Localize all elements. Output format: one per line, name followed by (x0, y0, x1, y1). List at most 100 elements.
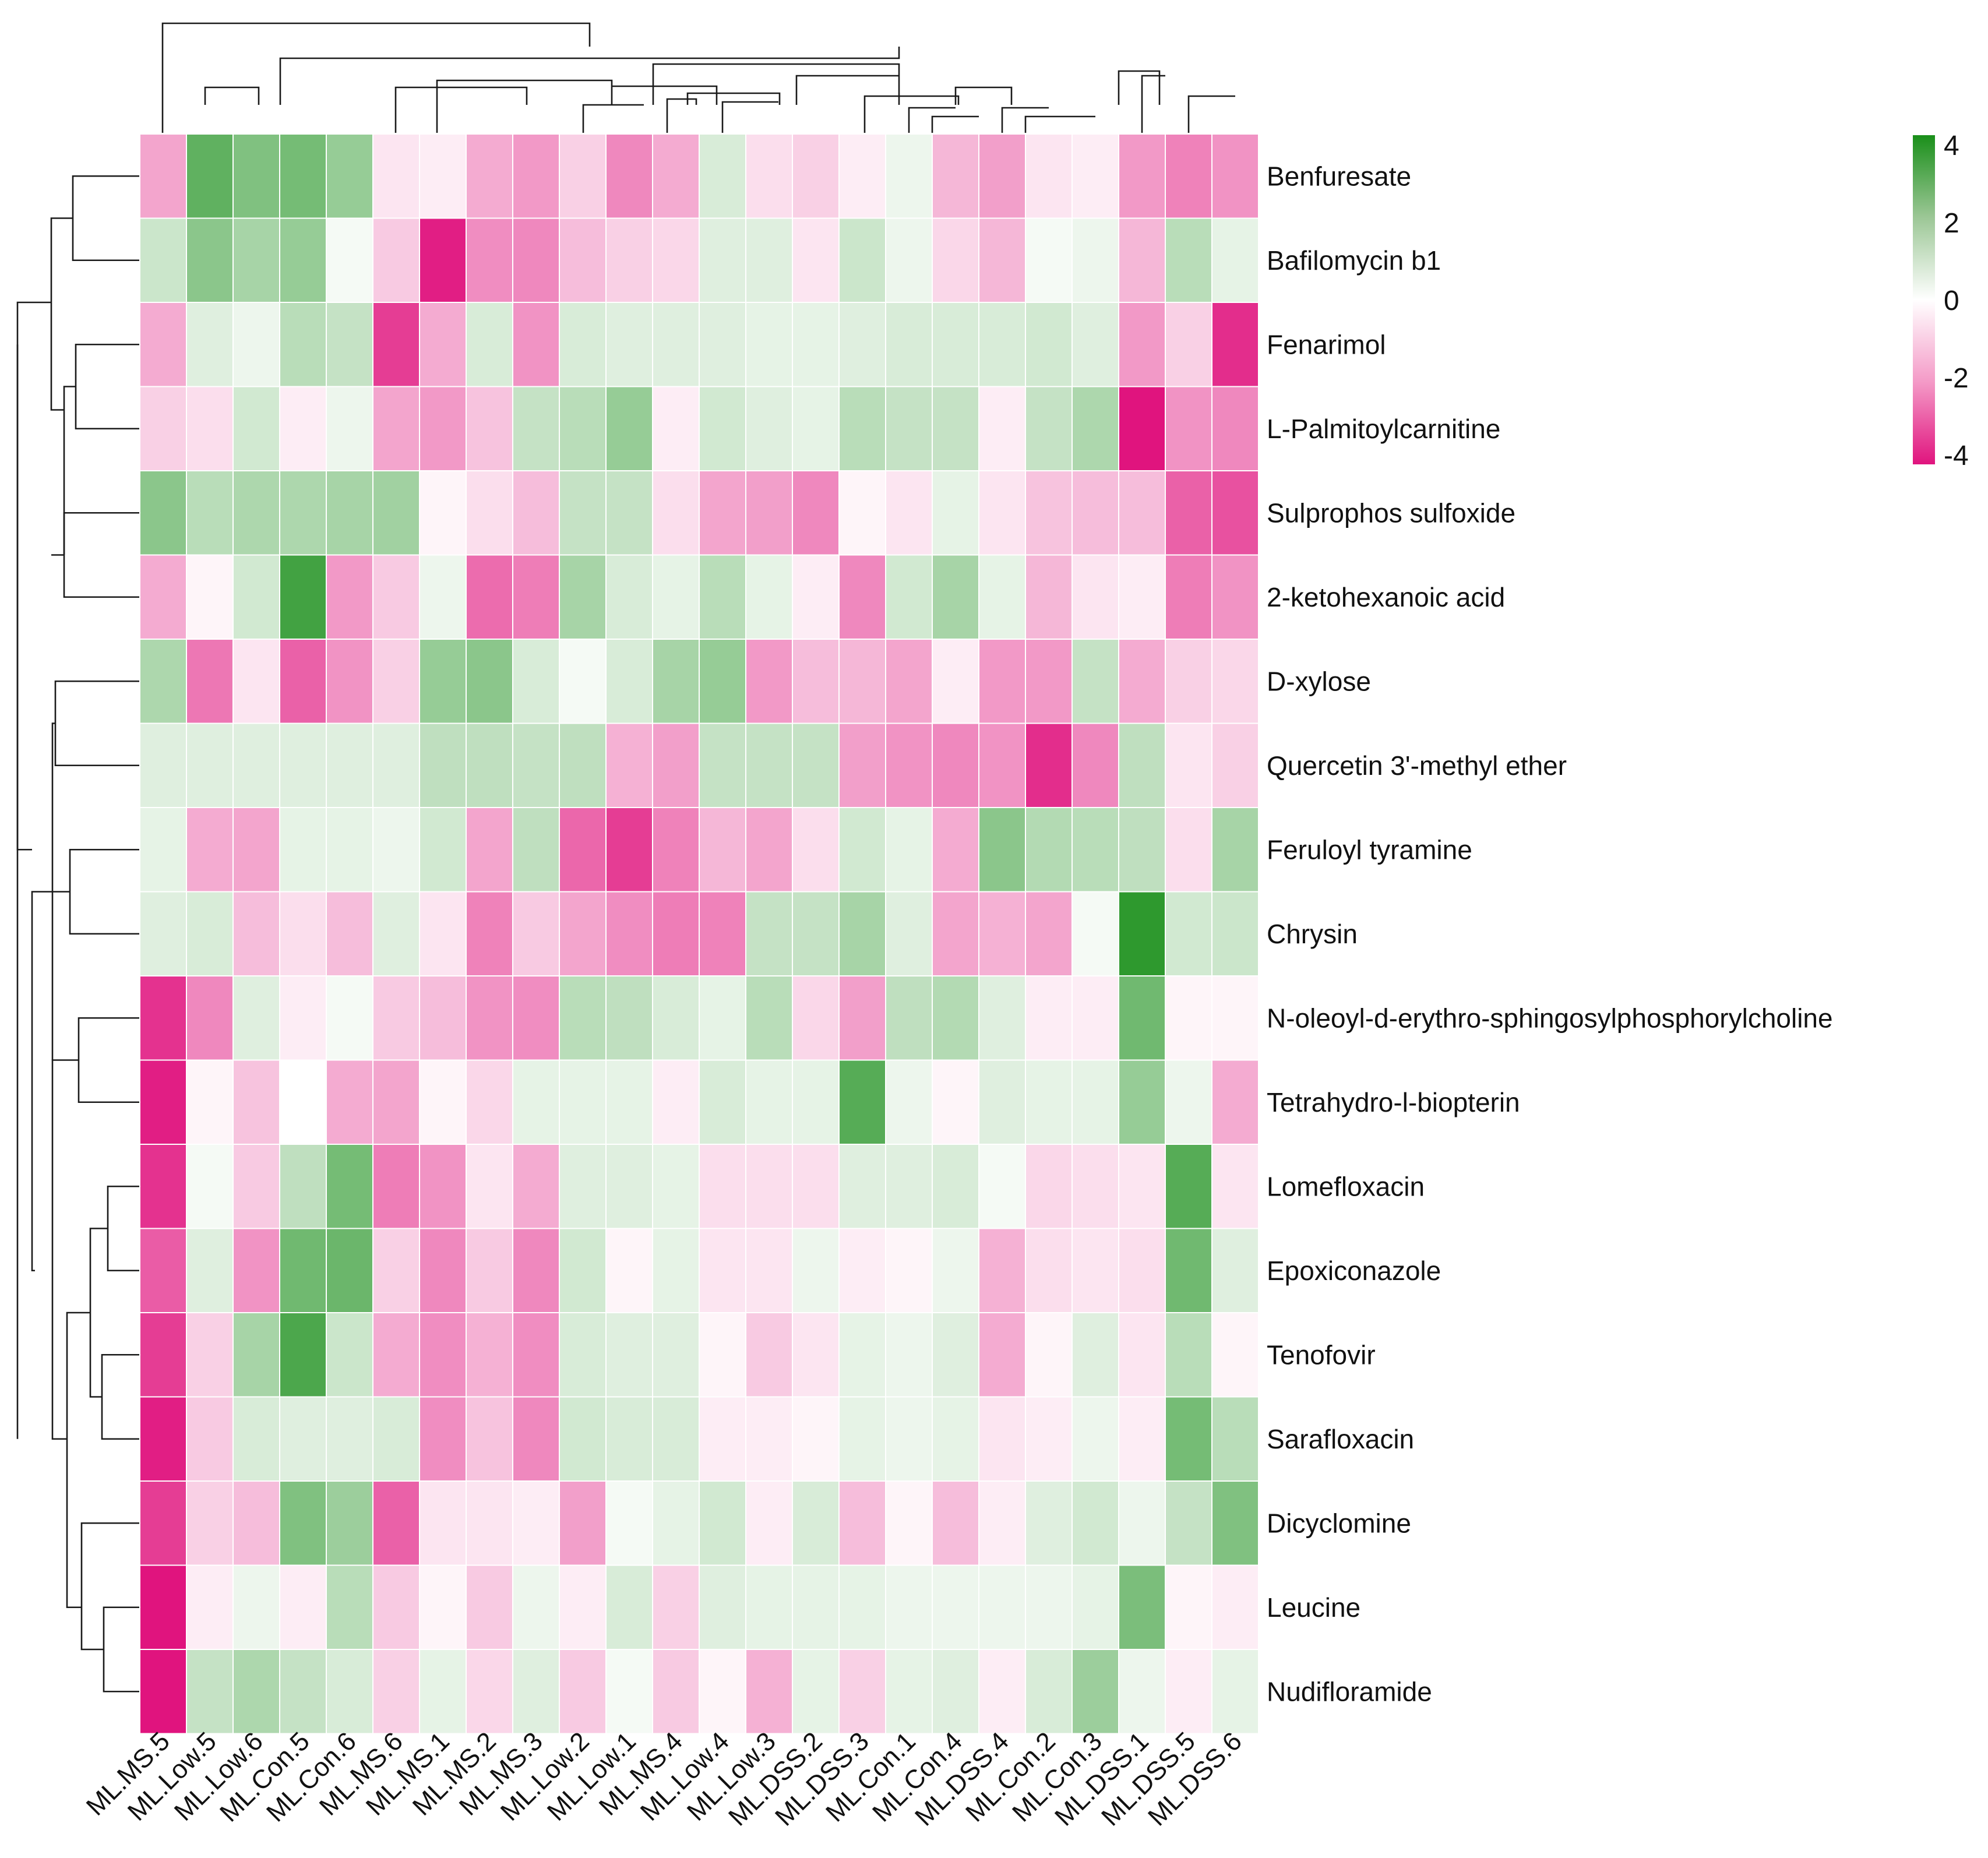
heatmap-cell (1025, 302, 1073, 387)
heatmap-cell (1025, 1564, 1073, 1650)
heatmap-cell (1211, 639, 1259, 724)
heatmap-cell (559, 386, 607, 471)
heatmap-cell (1165, 386, 1212, 471)
heatmap-cell (932, 1059, 979, 1145)
heatmap-cell (559, 302, 607, 387)
heatmap-cell (652, 1228, 700, 1313)
row-dendrogram-branch (69, 848, 140, 935)
heatmap-cell (139, 217, 187, 303)
heatmap-cell (838, 386, 886, 471)
column-labels: ML.MS.5ML.Low.5ML.Low.6ML.Con.5ML.Con.6M… (80, 1726, 1247, 1832)
heatmap-cell (699, 133, 746, 219)
heatmap-cell (512, 1312, 560, 1398)
heatmap-cell (139, 470, 187, 556)
row-dendrogram-branch (50, 217, 73, 411)
heatmap-cell (466, 1228, 513, 1313)
heatmap-cell (186, 302, 234, 387)
heatmap-cell (326, 1480, 373, 1566)
heatmap-cell (372, 470, 420, 556)
heatmap-cell (792, 386, 840, 471)
heatmap-cell (512, 1480, 560, 1566)
heatmap-cell (792, 470, 840, 556)
color-legend: 4 2 0 -2 -4 (1913, 131, 1969, 471)
heatmap-cell (186, 133, 234, 219)
heatmap-cell (1165, 302, 1212, 387)
heatmap-cell (326, 1649, 373, 1734)
heatmap-cell (1118, 470, 1166, 556)
heatmap-cell (1025, 1059, 1073, 1145)
heatmap-cell (885, 302, 933, 387)
heatmap-cell (372, 807, 420, 893)
heatmap-cell (1211, 1312, 1259, 1398)
heatmap-cell (652, 133, 700, 219)
heatmap-cell (232, 554, 280, 640)
heatmap-cell (1071, 1649, 1119, 1734)
heatmap-cell (838, 975, 886, 1061)
row-dendrogram-branch (72, 175, 140, 262)
heatmap-cell (512, 639, 560, 724)
heatmap-cell (1165, 133, 1212, 219)
heatmap-cell (792, 1396, 840, 1482)
heatmap-cell (745, 1144, 793, 1229)
heatmap-cell (745, 386, 793, 471)
heatmap-cell (232, 1312, 280, 1398)
heatmap-cell (652, 1144, 700, 1229)
heatmap-cell (838, 639, 886, 724)
heatmap-cell (1025, 1312, 1073, 1398)
heatmap-cell (1025, 807, 1073, 893)
heatmap-cell (838, 1396, 886, 1482)
heatmap-cell (1071, 639, 1119, 724)
heatmap-cell (372, 1396, 420, 1482)
heatmap-cell (1165, 217, 1212, 303)
heatmap-cell (1025, 217, 1073, 303)
heatmap-cell (885, 1059, 933, 1145)
heatmap-cell (885, 1649, 933, 1734)
row-label: Feruloyl tyramine (1267, 834, 1472, 865)
heatmap-cell (978, 217, 1026, 303)
heatmap-cell (326, 891, 373, 976)
row-label: Sulprophos sulfoxide (1267, 498, 1515, 528)
heatmap-cell (699, 302, 746, 387)
heatmap-cell (559, 1312, 607, 1398)
row-label: D-xylose (1267, 666, 1371, 696)
row-dendrogram-branch (54, 680, 140, 767)
row-dendrogram (16, 175, 140, 1693)
heatmap-cell (978, 1480, 1026, 1566)
heatmap-cell (232, 1649, 280, 1734)
color-legend-tick: -4 (1944, 440, 1969, 471)
heatmap-cell (652, 1564, 700, 1650)
heatmap-cell (932, 891, 979, 976)
heatmap-cell (699, 1564, 746, 1650)
heatmap-cell (1165, 722, 1212, 808)
heatmap-cell (1211, 975, 1259, 1061)
heatmap-cell (512, 1059, 560, 1145)
heatmap-cell (978, 1144, 1026, 1229)
heatmap-cell (372, 975, 420, 1061)
heatmap-cell (699, 386, 746, 471)
heatmap-cell (885, 217, 933, 303)
heatmap-cell (419, 217, 467, 303)
heatmap-cell (186, 807, 234, 893)
heatmap-cell (838, 1228, 886, 1313)
heatmap-cell (605, 1649, 653, 1734)
heatmap-cell (559, 639, 607, 724)
heatmap-cell (745, 554, 793, 640)
heatmap-cell (232, 975, 280, 1061)
row-dendrogram-branch (101, 1353, 140, 1440)
heatmap-cell (1025, 722, 1073, 808)
heatmap-cell (1211, 1144, 1259, 1229)
heatmap-cell (1025, 891, 1073, 976)
heatmap-cell (605, 302, 653, 387)
heatmap-cell (419, 302, 467, 387)
heatmap-cell (559, 133, 607, 219)
heatmap-cell (139, 1649, 187, 1734)
row-label: N-oleoyl-d-erythro-sphingosylphosphorylc… (1267, 1003, 1833, 1033)
heatmap-cell (932, 217, 979, 303)
heatmap-cell (326, 302, 373, 387)
heatmap-cell (419, 1480, 467, 1566)
heatmap-cell (885, 807, 933, 893)
heatmap-cell (372, 891, 420, 976)
heatmap-cell (885, 1480, 933, 1566)
heatmap-cell (885, 554, 933, 640)
heatmap-cell (1118, 975, 1166, 1061)
